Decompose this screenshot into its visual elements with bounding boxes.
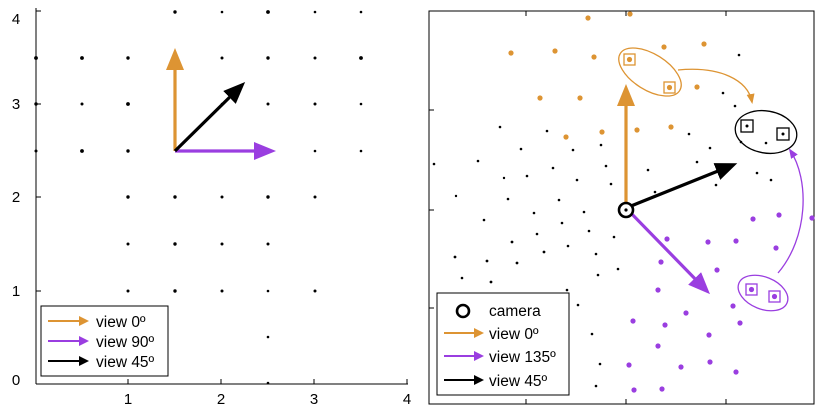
camera-circle-icon xyxy=(455,303,471,319)
purple-highlight-group xyxy=(737,274,789,312)
purple-highlight-ellipse xyxy=(737,274,789,312)
right-axis-ticks xyxy=(429,11,727,404)
purple-highlight-box xyxy=(768,290,781,303)
orange-mapping-curve xyxy=(677,68,755,104)
purple-highlight-box xyxy=(745,283,758,296)
legend-label-view-45: view 45º xyxy=(489,373,548,390)
right-orange-dots xyxy=(508,11,707,140)
black-highlight-group xyxy=(734,109,798,155)
camera-view-45-arrow xyxy=(625,163,738,210)
legend-label-camera: camera xyxy=(489,303,541,320)
left-panel: 1 2 3 4 0 1 2 3 4 view 0º xyxy=(12,8,411,408)
legend-label-view-90: view 90º xyxy=(96,334,155,351)
legend-label-view-45: view 45º xyxy=(96,354,155,371)
black-highlight-dot xyxy=(781,132,785,136)
left-y-tick-label: 2 xyxy=(12,189,20,206)
left-axis-ticks xyxy=(36,10,408,384)
legend-label-view-0: view 0º xyxy=(96,314,146,331)
orange-highlight-dot xyxy=(666,84,673,91)
orange-highlight-dot xyxy=(626,56,633,63)
left-x-tick-label: 2 xyxy=(217,391,225,408)
view-45-arrow xyxy=(173,81,246,153)
left-y-tick-label: 4 xyxy=(12,11,20,28)
purple-highlight-dot xyxy=(748,286,755,293)
purple-mapping-curve xyxy=(777,148,804,274)
left-x-tick-label: 4 xyxy=(403,391,411,408)
right-panel: camera view 0º view 135º view 45º xyxy=(428,10,815,405)
camera-view-135-arrow xyxy=(624,206,710,295)
legend-label-view-0: view 0º xyxy=(489,326,539,343)
camera-center-dot xyxy=(624,208,628,212)
left-x-tick-label: 1 xyxy=(124,391,132,408)
black-highlight-ellipse xyxy=(734,109,798,155)
orange-highlight-group xyxy=(618,47,682,97)
black-highlight-dot xyxy=(745,124,749,128)
right-black-dots xyxy=(432,53,773,388)
orange-highlight-ellipse xyxy=(618,47,682,97)
left-y-tick-label: 1 xyxy=(12,283,20,300)
legend-label-view-135: view 135º xyxy=(489,349,556,366)
black-highlight-box xyxy=(776,127,790,141)
orange-highlight-box xyxy=(623,53,636,66)
left-y-tick-label: 3 xyxy=(12,96,20,113)
right-frame xyxy=(428,10,815,405)
right-legend: camera view 0º view 135º view 45º xyxy=(436,292,570,396)
purple-highlight-dot xyxy=(771,293,778,300)
left-legend: view 0º view 90º view 45º xyxy=(40,305,169,377)
black-highlight-box xyxy=(740,119,754,133)
right-purple-dots xyxy=(626,212,815,393)
left-y-tick-label: 0 xyxy=(12,372,20,389)
left-x-tick-label: 3 xyxy=(310,391,318,408)
orange-highlight-box xyxy=(663,81,676,94)
